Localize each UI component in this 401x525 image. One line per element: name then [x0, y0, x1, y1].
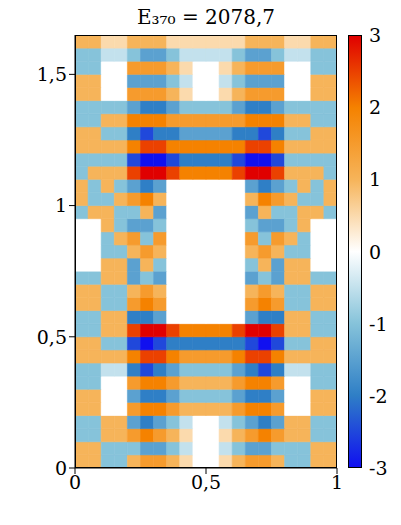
html-text:0: 0: [369, 240, 382, 263]
html-text:-1: -1: [369, 312, 388, 335]
html-text:-2: -2: [369, 384, 388, 407]
svg-text:0: 0: [55, 457, 67, 479]
svg-text:0,5: 0,5: [191, 471, 221, 493]
svg-text:1,5: 1,5: [37, 63, 67, 85]
html-text:1: 1: [369, 168, 382, 191]
svg-text:0,5: 0,5: [37, 326, 67, 348]
html-text:E₃₇₀ = 2078,7: E₃₇₀ = 2078,7: [136, 5, 275, 29]
html-text:3: 3: [369, 24, 382, 46]
svg-text:1: 1: [55, 194, 67, 216]
svg-text:0: 0: [69, 471, 81, 493]
svg-text:1: 1: [331, 471, 343, 493]
html-text:-3: -3: [369, 457, 388, 479]
html-text:2: 2: [369, 96, 382, 119]
